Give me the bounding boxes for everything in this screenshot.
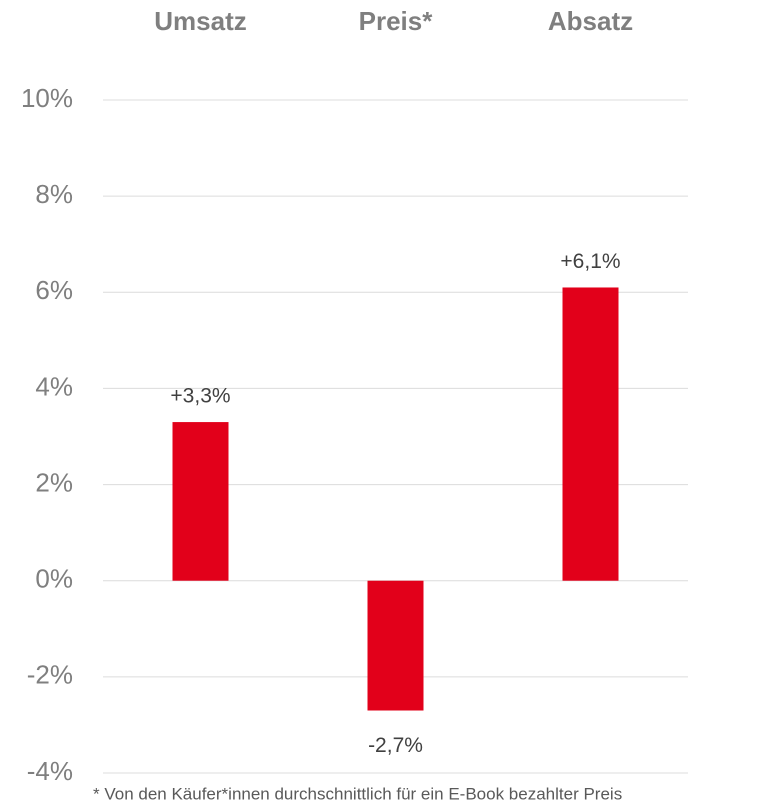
y-tick-label: 4% xyxy=(35,371,73,401)
value-label: +6,1% xyxy=(560,250,620,273)
category-label: Preis* xyxy=(359,6,434,36)
y-tick-label: 10% xyxy=(21,83,73,113)
y-tick-label: 2% xyxy=(35,467,73,497)
y-tick-label: 8% xyxy=(35,179,73,209)
bar xyxy=(367,580,424,711)
bar xyxy=(172,422,229,581)
y-tick-label: -4% xyxy=(27,756,73,786)
value-label: +3,3% xyxy=(170,385,230,408)
value-label: -2,7% xyxy=(368,734,423,757)
category-label: Umsatz xyxy=(154,6,246,36)
category-label: Absatz xyxy=(548,6,633,36)
footnote: * Von den Käufer*innen durchschnittlich … xyxy=(93,784,622,803)
y-tick-label: 6% xyxy=(35,275,73,305)
y-tick-label: 0% xyxy=(35,564,73,594)
y-tick-label: -2% xyxy=(27,660,73,690)
bar xyxy=(562,287,619,581)
